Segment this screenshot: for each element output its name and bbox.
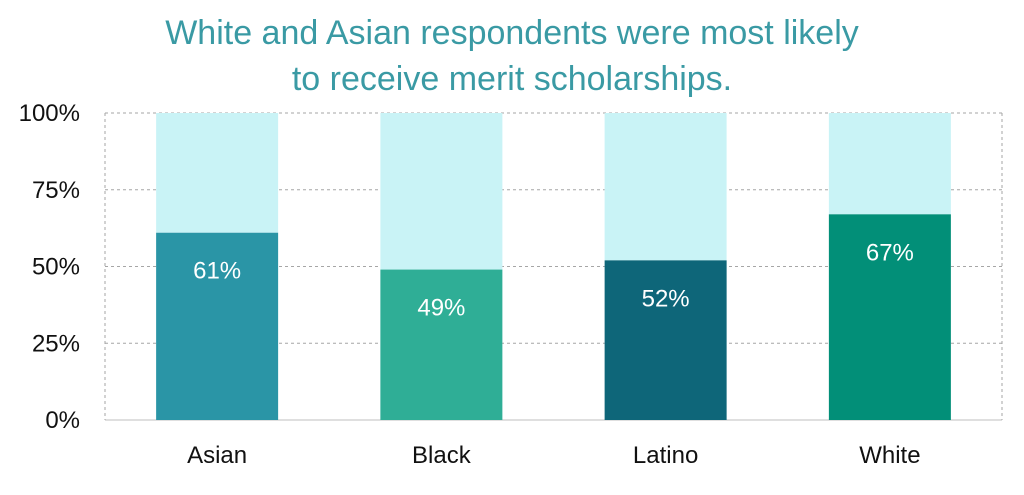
labels-layer: 0% 25% 50% 75% 100% 61% Asian 49% Black 52% Latino… [19, 100, 921, 469]
bar [156, 232, 279, 420]
data-label: 49% [417, 295, 465, 322]
y-tick-label: 100% [19, 100, 80, 127]
chart-title-line-1: White and Asian respondents were most li… [165, 14, 859, 52]
x-tick-label: Latino [633, 442, 698, 469]
y-tick-label: 25% [32, 330, 80, 357]
x-tick-label: White [859, 442, 920, 469]
x-tick-label: Black [412, 442, 472, 469]
bar-remainder [156, 113, 279, 233]
x-tick-label: Asian [187, 442, 247, 469]
data-label: 61% [193, 258, 241, 285]
data-label: 52% [642, 285, 690, 312]
bars-layer [156, 113, 951, 420]
chart-title: White and Asian respondents were most li… [0, 10, 1024, 102]
y-tick-label: 75% [32, 177, 80, 204]
bar [380, 269, 503, 420]
bar-remainder [828, 113, 951, 215]
bar-remainder [604, 113, 727, 261]
bar-remainder [380, 113, 503, 270]
data-label: 67% [866, 239, 914, 266]
y-tick-label: 0% [45, 407, 80, 434]
bar [828, 214, 951, 420]
chart-title-line-2: to receive merit scholarships. [291, 60, 733, 98]
y-tick-label: 50% [32, 254, 80, 281]
bar [604, 260, 727, 420]
